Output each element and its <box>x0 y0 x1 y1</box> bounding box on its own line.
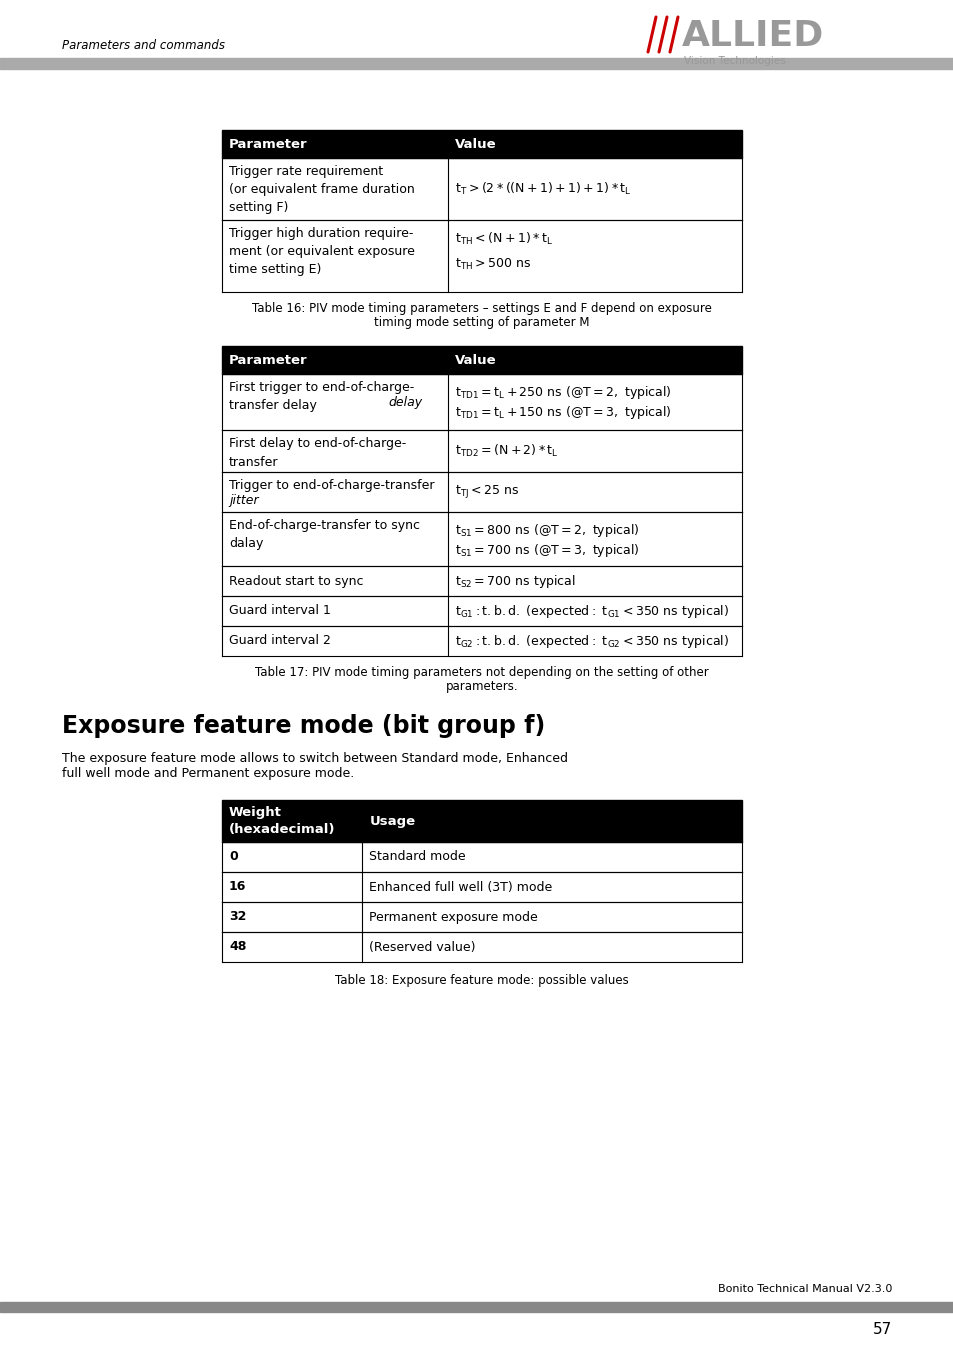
Bar <box>222 220 741 292</box>
Text: 32: 32 <box>229 910 246 923</box>
Text: First delay to end-of-charge-
transfer: First delay to end-of-charge- transfer <box>229 437 406 468</box>
Text: $\mathrm{t_{TD2} = (N + 2) * t_L}$: $\mathrm{t_{TD2} = (N + 2) * t_L}$ <box>455 443 558 459</box>
Bar <box>222 431 741 472</box>
Text: Enhanced full well (3T) mode: Enhanced full well (3T) mode <box>369 880 552 894</box>
Bar <box>222 346 741 374</box>
Bar <box>222 801 741 842</box>
Text: Guard interval 1: Guard interval 1 <box>229 605 331 617</box>
Bar <box>222 158 741 220</box>
Text: $\mathrm{t_{S1} = 700\ ns\ (@ T{=}3,\ typical)}$: $\mathrm{t_{S1} = 700\ ns\ (@ T{=}3,\ ty… <box>455 541 639 559</box>
Text: 0: 0 <box>229 850 237 864</box>
Text: Parameter: Parameter <box>229 354 307 366</box>
Text: Parameter: Parameter <box>229 138 307 150</box>
Text: 16: 16 <box>229 880 246 894</box>
Bar <box>222 566 741 595</box>
Bar <box>222 931 741 963</box>
Bar <box>0 1301 953 1312</box>
Bar <box>222 902 741 932</box>
Text: Exposure feature mode (bit group f): Exposure feature mode (bit group f) <box>62 714 545 738</box>
Text: $\mathrm{t_{TD1} = t_L + 250\ ns\ (@ T{=}2,\ typical)}$: $\mathrm{t_{TD1} = t_L + 250\ ns\ (@ T{=… <box>455 383 671 401</box>
Bar <box>222 472 741 512</box>
Text: Trigger high duration require-
ment (or equivalent exposure
time setting E): Trigger high duration require- ment (or … <box>229 227 415 275</box>
Text: Table 17: PIV mode timing parameters not depending on the setting of other: Table 17: PIV mode timing parameters not… <box>254 666 708 679</box>
Text: Standard mode: Standard mode <box>369 850 465 864</box>
Text: Trigger rate requirement
(or equivalent frame duration
setting F): Trigger rate requirement (or equivalent … <box>229 165 415 215</box>
Text: The exposure feature mode allows to switch between Standard mode, Enhanced: The exposure feature mode allows to swit… <box>62 752 567 765</box>
Text: Permanent exposure mode: Permanent exposure mode <box>369 910 537 923</box>
Text: Vision Technologies: Vision Technologies <box>683 55 785 66</box>
Bar <box>222 130 741 158</box>
Text: Bonito Technical Manual V2.3.0: Bonito Technical Manual V2.3.0 <box>717 1284 891 1295</box>
Text: 48: 48 <box>229 941 246 953</box>
Bar <box>222 872 741 902</box>
Text: Guard interval 2: Guard interval 2 <box>229 634 331 648</box>
Text: jitter: jitter <box>229 494 258 508</box>
Text: (Reserved value): (Reserved value) <box>369 941 476 953</box>
Text: $\mathrm{t_{TD1} = t_L + 150\ ns\ (@ T{=}3,\ typical)}$: $\mathrm{t_{TD1} = t_L + 150\ ns\ (@ T{=… <box>455 404 671 421</box>
Text: $\mathrm{t_{TH} < (N + 1) * t_L}$: $\mathrm{t_{TH} < (N + 1) * t_L}$ <box>455 231 553 247</box>
Text: $\mathrm{t_{TJ} < 25\ ns}$: $\mathrm{t_{TJ} < 25\ ns}$ <box>455 483 519 501</box>
Text: ALLIED: ALLIED <box>681 19 823 53</box>
Bar <box>222 626 741 656</box>
Text: $\mathrm{t_{S2} = 700\ ns\ typical}$: $\mathrm{t_{S2} = 700\ ns\ typical}$ <box>455 572 576 590</box>
Text: $\mathrm{t_{S1} = 800\ ns\ (@ T{=}2,\ typical)}$: $\mathrm{t_{S1} = 800\ ns\ (@ T{=}2,\ ty… <box>455 522 639 539</box>
Text: End-of-charge-transfer to sync
dalay: End-of-charge-transfer to sync dalay <box>229 518 419 551</box>
Text: Weight
(hexadecimal): Weight (hexadecimal) <box>229 806 335 836</box>
Text: timing mode setting of parameter M: timing mode setting of parameter M <box>374 316 589 329</box>
Text: Table 16: PIV mode timing parameters – settings E and F depend on exposure: Table 16: PIV mode timing parameters – s… <box>252 302 711 315</box>
Text: 57: 57 <box>872 1322 891 1336</box>
Text: $\mathrm{t_{G1}: t.b.d.\ (expected:\ t_{G1} < 350\ ns\ typical)}$: $\mathrm{t_{G1}: t.b.d.\ (expected:\ t_{… <box>455 602 728 620</box>
Bar <box>222 512 741 566</box>
Text: Trigger to end-of-charge-transfer: Trigger to end-of-charge-transfer <box>229 479 434 491</box>
Text: $\mathrm{t_{G2}: t.b.d.\ (expected:\ t_{G2} < 350\ ns\ typical)}$: $\mathrm{t_{G2}: t.b.d.\ (expected:\ t_{… <box>455 633 728 649</box>
Text: $\mathrm{t_T > (2 * ((N + 1)+1)+1) * t_L}$: $\mathrm{t_T > (2 * ((N + 1)+1)+1) * t_L… <box>455 181 631 197</box>
Text: First trigger to end-of-charge-
transfer ​delay: First trigger to end-of-charge- transfer… <box>229 381 414 413</box>
Text: Table 18: Exposure feature mode: possible values: Table 18: Exposure feature mode: possibl… <box>335 973 628 987</box>
Text: Value: Value <box>455 354 497 366</box>
Bar <box>222 595 741 626</box>
Text: Value: Value <box>455 138 497 150</box>
Bar <box>222 374 741 431</box>
Bar <box>0 58 953 69</box>
Bar <box>222 842 741 872</box>
Text: delay: delay <box>388 396 422 409</box>
Text: Readout start to sync: Readout start to sync <box>229 575 363 587</box>
Text: Parameters and commands: Parameters and commands <box>62 39 225 53</box>
Text: Usage: Usage <box>369 814 416 828</box>
Text: $\mathrm{t_{TH} > 500\ ns}$: $\mathrm{t_{TH} > 500\ ns}$ <box>455 256 531 273</box>
Text: full well mode and Permanent exposure mode.: full well mode and Permanent exposure mo… <box>62 767 354 780</box>
Text: parameters.: parameters. <box>445 680 517 693</box>
